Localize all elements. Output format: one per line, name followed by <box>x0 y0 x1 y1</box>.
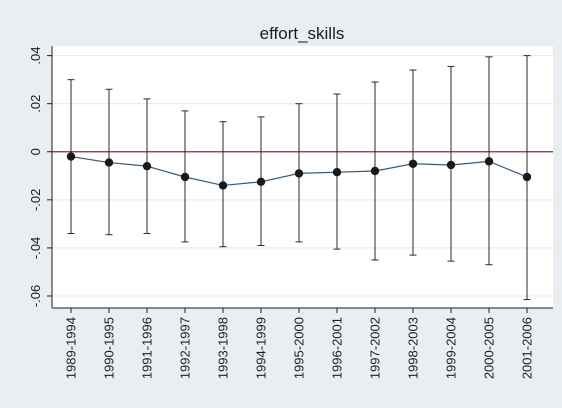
y-tick-label: -.02 <box>28 189 43 211</box>
x-tick-label: 1999-2004 <box>444 317 459 379</box>
x-tick-label: 1993-1998 <box>216 317 231 379</box>
x-tick-label: 1991-1996 <box>140 317 155 379</box>
data-point <box>522 172 532 182</box>
data-point <box>256 177 266 187</box>
plot-background <box>52 46 553 308</box>
x-tick-label: 1990-1995 <box>102 317 117 379</box>
y-tick-label: .04 <box>28 47 43 65</box>
x-tick-label: 1989-1994 <box>64 317 79 379</box>
data-point <box>142 161 152 171</box>
x-tick-label: 2000-2005 <box>482 317 497 379</box>
data-point <box>370 166 380 176</box>
data-point <box>484 157 494 166</box>
data-point <box>66 152 76 161</box>
x-tick-label: 1996-2001 <box>330 317 345 379</box>
data-point <box>446 160 456 170</box>
chart-title: effort_skills <box>260 24 345 43</box>
x-tick-label: 2001-2006 <box>520 317 535 379</box>
y-tick-label: .02 <box>28 95 43 113</box>
data-point <box>218 181 228 190</box>
x-tick-label: 1994-1999 <box>254 317 269 379</box>
x-tick-label: 1992-1997 <box>178 317 193 379</box>
plot-area: .04 .02 0 -.02 -.04 -.06 1989-1994 1990-1995 199… <box>28 46 553 379</box>
data-point <box>294 169 304 178</box>
data-point <box>104 158 114 167</box>
data-point <box>408 159 418 168</box>
data-point <box>332 167 342 177</box>
data-point <box>180 172 190 182</box>
y-tick-label: -.06 <box>28 285 43 307</box>
x-tick-label: 1997-2002 <box>368 317 383 379</box>
x-tick-label: 1998-2003 <box>406 317 421 379</box>
y-tick-label: -.04 <box>28 237 43 259</box>
y-tick-label: 0 <box>28 148 43 155</box>
x-tick-label: 1995-2000 <box>292 317 307 379</box>
